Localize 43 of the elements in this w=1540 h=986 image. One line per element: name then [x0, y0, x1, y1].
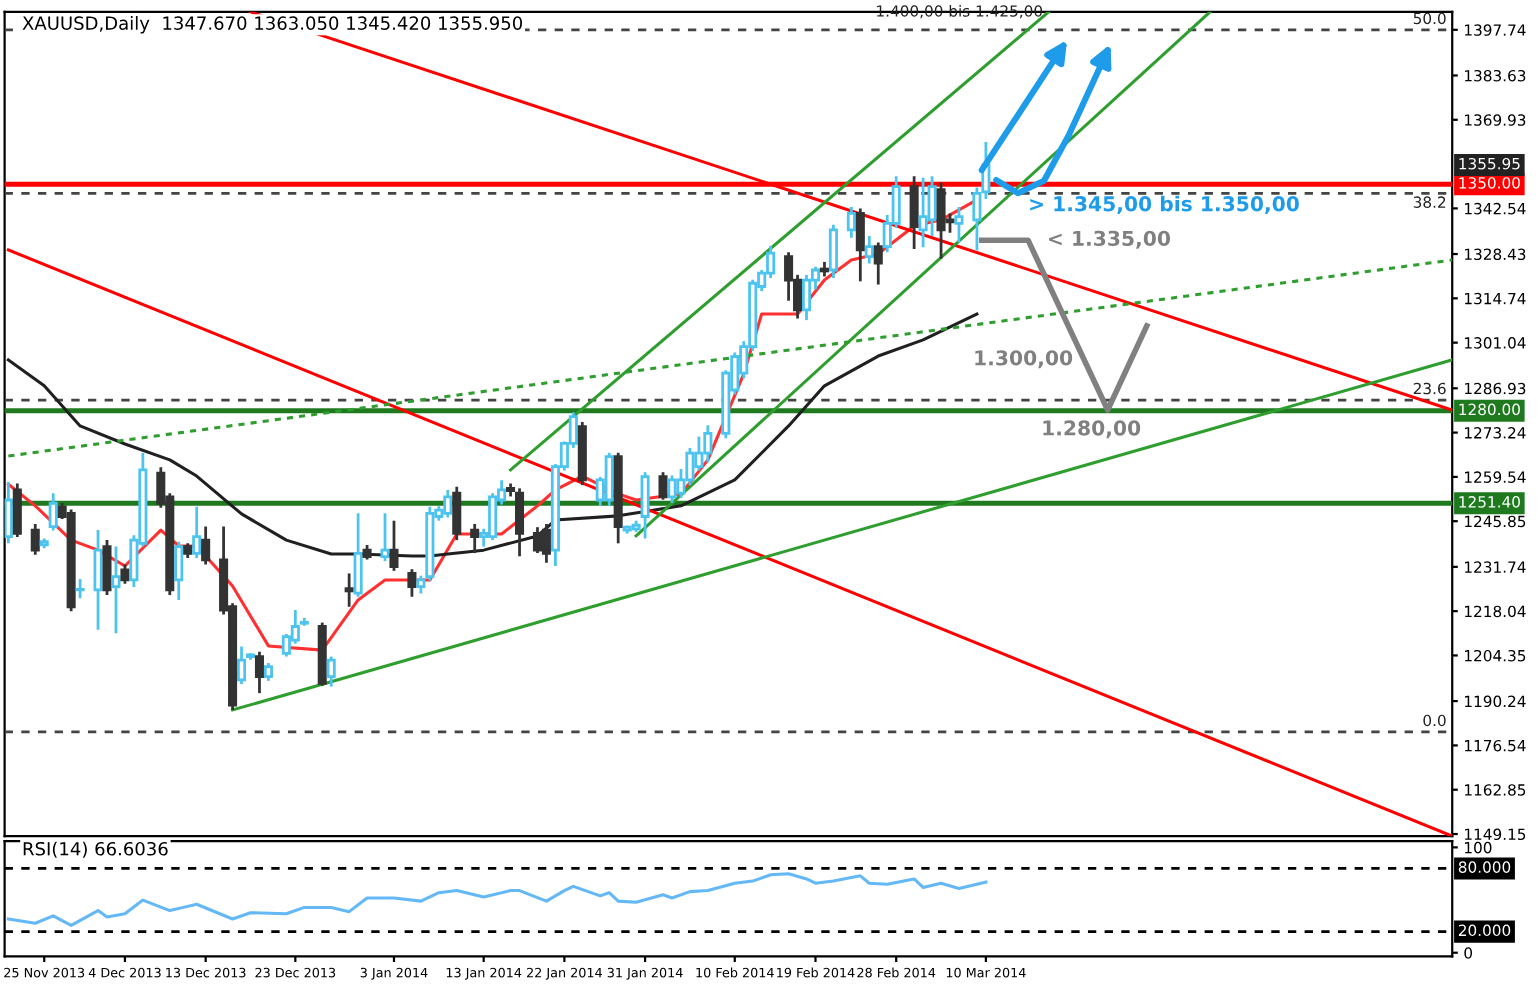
candlestick: [192, 505, 202, 560]
candlestick: [954, 205, 964, 244]
candlestick: [541, 522, 551, 565]
candlestick: [927, 174, 937, 238]
line-series: [6, 872, 988, 927]
candlestick: [75, 577, 85, 600]
chart-title: RSI(14) 66.6036: [23, 841, 168, 858]
annotation: > 1.345,00 bis 1.350,00: [1030, 195, 1299, 215]
candlestick: [174, 540, 184, 602]
candlestick: [801, 273, 812, 322]
candlestick: [4, 480, 13, 545]
candlestick: [667, 474, 677, 505]
annotation: 1.280,00: [1043, 420, 1141, 439]
candlestick: [604, 451, 614, 508]
candlestick: [111, 545, 121, 635]
candlestick: [102, 538, 112, 597]
candlestick: [658, 470, 668, 502]
candlestick: [640, 470, 650, 540]
candlestick: [909, 174, 919, 251]
candlestick: [407, 567, 417, 599]
candlestick: [846, 205, 856, 240]
candlestick: [254, 650, 264, 695]
candlestick: [120, 562, 130, 586]
candlestick: [452, 485, 462, 542]
candlestick: [344, 572, 354, 609]
annotation: < 1.335,00: [1049, 230, 1171, 249]
candlestick: [380, 511, 390, 563]
candlestick: [873, 241, 883, 286]
candlestick: [389, 519, 399, 573]
candlestick: [470, 522, 480, 555]
candlestick: [237, 645, 247, 686]
annotation: 1.300,00: [975, 350, 1073, 369]
candlestick: [48, 491, 58, 532]
candlestick: [30, 522, 40, 557]
candlestick: [201, 525, 211, 566]
candlestick: [936, 181, 946, 261]
candlestick: [864, 234, 874, 265]
chart-title: XAUUSD,Daily 1347.670 1363.050 1345.420 1355.950: [22, 15, 523, 34]
candlestick: [12, 482, 22, 539]
candlestick: [326, 655, 336, 689]
candlestick: [855, 207, 865, 283]
candlestick: [828, 223, 838, 280]
candlestick: [353, 511, 363, 599]
